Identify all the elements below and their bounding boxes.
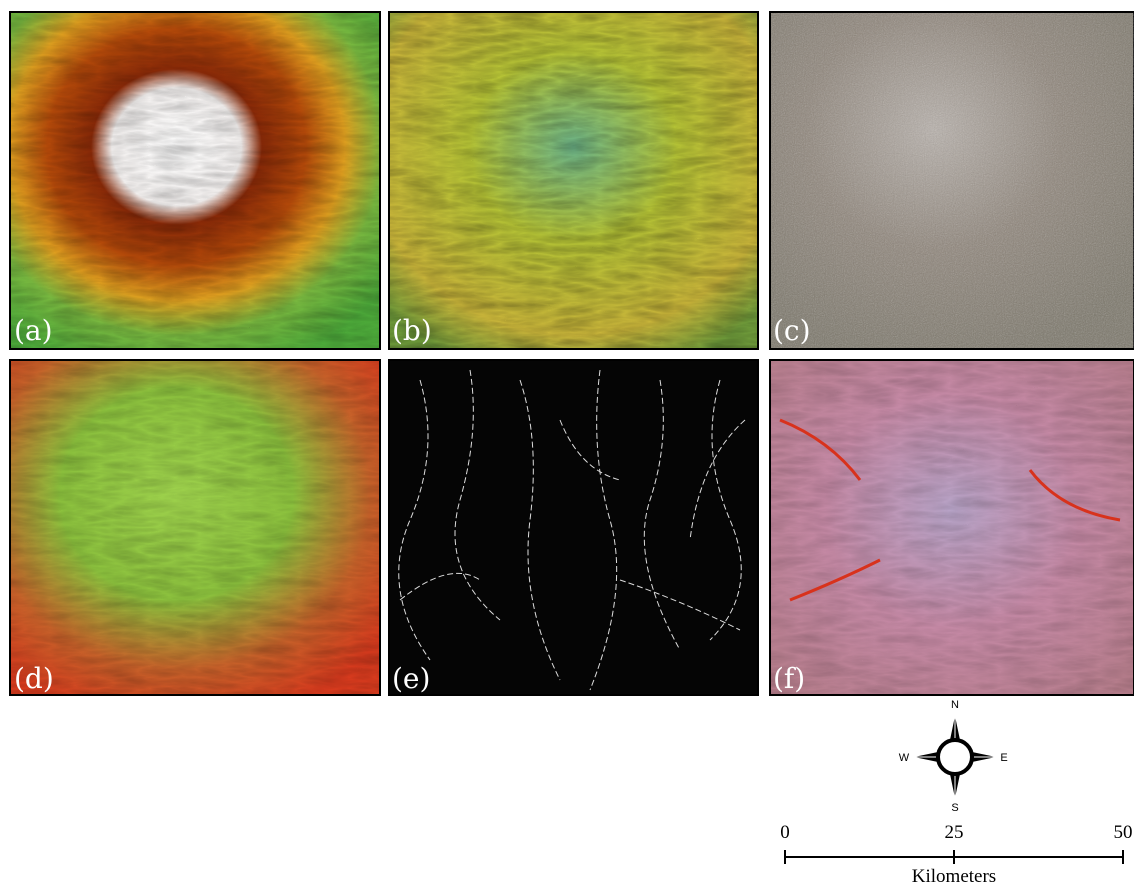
panel-c: (c) [770, 12, 1134, 349]
panel-label: (c) [773, 314, 811, 347]
panel-e: (e) [389, 360, 758, 695]
figure: (a) (b) (c) (d) (e) (f) [0, 0, 1134, 887]
panel-label: (f) [773, 662, 805, 695]
panel-a: (a) [10, 12, 380, 349]
panel-image [389, 360, 758, 695]
page: {"panels": [{"label": "(a)"}, {"label": … [0, 0, 1134, 887]
compass-south: S [951, 802, 958, 814]
panel-texture [390, 13, 757, 348]
panel-texture [11, 361, 379, 694]
compass-east: E [1000, 752, 1007, 764]
panel-texture [771, 13, 1134, 348]
scale-tick-label: 50 [1114, 822, 1133, 843]
scale-bar: Kilometers 0 25 50 [780, 822, 1132, 887]
compass: N S W E [899, 699, 1008, 814]
compass-ring [938, 740, 972, 774]
panel-label: (b) [392, 314, 432, 347]
scale-tick-label: 0 [780, 822, 790, 843]
panel-texture [11, 13, 379, 348]
compass-west: W [899, 752, 910, 764]
panel-label: (e) [392, 662, 430, 695]
panel-texture [771, 361, 1134, 694]
panel-label: (a) [14, 314, 53, 347]
scale-unit: Kilometers [912, 866, 996, 887]
panel-b: (b) [389, 12, 758, 349]
compass-north: N [951, 699, 959, 711]
panel-f: (f) [770, 360, 1134, 695]
panel-d: (d) [10, 360, 380, 695]
scale-tick-label: 25 [945, 822, 964, 843]
panel-label: (d) [14, 662, 54, 695]
